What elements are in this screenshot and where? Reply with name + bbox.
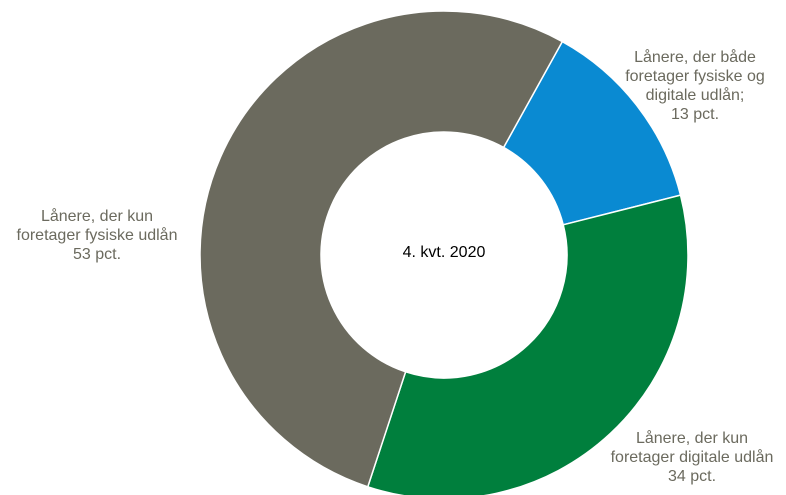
slice-label-line: foretager fysiske og bbox=[625, 68, 765, 85]
slice-label-line: 34 pct. bbox=[667, 468, 717, 485]
slice-label-line: Lånere, der kun bbox=[40, 208, 154, 225]
slices-group bbox=[199, 10, 689, 495]
slice-label-line: digitale udlån; bbox=[645, 87, 745, 104]
slice-label-line: Lånere, der både bbox=[634, 49, 756, 66]
slice-label-digital: Lånere, der kun foretager digitale udlån… bbox=[600, 429, 784, 486]
center-label: 4. kvt. 2020 bbox=[402, 244, 486, 261]
slice-label-line: foretager digitale udlån bbox=[610, 449, 774, 466]
slice-label-both: Lånere, der både foretager fysiske og di… bbox=[605, 48, 785, 124]
slice-label-line: 53 pct. bbox=[72, 246, 122, 263]
slice-physical bbox=[199, 10, 564, 488]
slice-label-physical: Lånere, der kun foretager fysiske udlån … bbox=[2, 207, 192, 264]
slice-label-line: Lånere, der kun bbox=[635, 430, 749, 447]
slice-label-line: foretager fysiske udlån bbox=[16, 227, 178, 244]
slice-label-line: 13 pct. bbox=[670, 106, 720, 123]
slice-both bbox=[502, 40, 682, 226]
slice-digital bbox=[366, 194, 689, 495]
